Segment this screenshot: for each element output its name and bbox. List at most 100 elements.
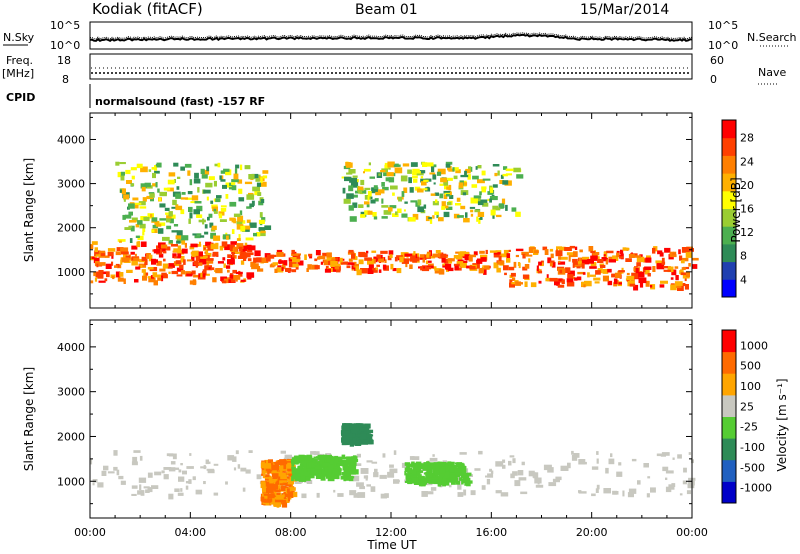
data-cell	[117, 277, 124, 282]
data-cell	[180, 488, 183, 492]
data-cell	[426, 469, 432, 473]
data-cell	[413, 251, 416, 256]
data-cell	[589, 274, 596, 277]
data-cell	[247, 276, 252, 280]
data-cell	[387, 471, 395, 478]
data-cell	[495, 207, 501, 211]
data-cell	[657, 250, 663, 255]
data-cell	[350, 181, 359, 188]
data-cell	[315, 466, 323, 470]
data-cell	[353, 493, 360, 498]
data-cell	[229, 273, 233, 276]
data-cell	[342, 430, 350, 436]
velocity-colorbar: 1000 500 100 25 -25 -100 -500 -1000	[721, 329, 772, 504]
data-cell	[450, 466, 455, 469]
data-cell	[246, 248, 253, 253]
data-cell	[650, 284, 656, 290]
data-cell	[94, 250, 101, 256]
data-cell	[578, 459, 586, 465]
data-cell	[404, 201, 408, 204]
data-cell	[489, 198, 492, 203]
data-cell	[203, 465, 206, 470]
data-cell	[487, 191, 494, 195]
data-cell	[485, 475, 493, 478]
data-cell	[103, 465, 109, 471]
data-cell	[579, 249, 583, 253]
data-cell	[180, 209, 185, 215]
data-cell	[480, 257, 487, 262]
data-cell	[593, 277, 601, 281]
data-cell	[512, 471, 518, 476]
data-cell	[446, 194, 452, 197]
data-cell	[430, 193, 436, 196]
data-cell	[353, 256, 358, 261]
data-cell	[313, 463, 318, 466]
data-cell	[285, 493, 289, 498]
data-cell	[413, 465, 421, 471]
data-cell	[682, 480, 688, 485]
data-cell	[430, 487, 437, 491]
data-cell	[688, 480, 695, 486]
data-cell	[282, 261, 287, 264]
data-cell	[298, 455, 305, 462]
data-cell	[533, 250, 539, 254]
data-cell	[394, 256, 398, 262]
data-cell	[262, 175, 268, 179]
data-cell	[92, 482, 95, 486]
colorbar-tick-label: 12	[740, 226, 754, 239]
data-cell	[358, 190, 363, 194]
data-cell	[457, 467, 465, 474]
data-cell	[171, 206, 176, 209]
data-cell	[449, 467, 455, 473]
data-cell	[230, 247, 233, 252]
data-cell	[353, 455, 357, 459]
data-cell	[432, 174, 437, 180]
data-cell	[364, 257, 372, 261]
data-cell	[151, 258, 156, 265]
data-cell	[100, 271, 108, 275]
data-cell	[494, 172, 498, 177]
data-cell	[121, 188, 126, 195]
data-cell	[179, 264, 184, 269]
data-cell	[186, 466, 194, 469]
data-cell	[420, 170, 426, 174]
data-cell	[458, 182, 464, 188]
data-cell	[323, 259, 329, 266]
data-cell	[558, 260, 561, 263]
data-cell	[236, 224, 244, 230]
data-cell	[467, 174, 471, 180]
data-cell	[656, 453, 662, 457]
data-cell	[160, 244, 168, 249]
data-cell	[213, 208, 217, 213]
data-cell	[506, 258, 511, 263]
data-cell	[389, 254, 393, 258]
data-cell	[265, 501, 270, 506]
data-cell	[214, 163, 219, 167]
data-cell	[443, 180, 449, 186]
data-cell	[560, 465, 569, 471]
data-cell	[341, 261, 348, 265]
data-cell	[132, 456, 138, 462]
data-cell	[257, 192, 262, 196]
colorbar-tick-label: 16	[740, 203, 754, 216]
data-cell	[341, 428, 345, 433]
data-cell	[367, 268, 374, 274]
data-cell	[280, 486, 287, 491]
data-cell	[307, 264, 312, 270]
data-cell	[462, 479, 468, 483]
data-cell	[128, 203, 135, 209]
data-cell	[348, 249, 354, 253]
data-cell	[263, 471, 266, 476]
data-cell	[464, 254, 471, 260]
data-cell	[367, 259, 374, 265]
data-cell	[322, 466, 327, 471]
data-cell	[493, 252, 501, 255]
data-cell	[220, 170, 229, 174]
data-cell	[152, 224, 159, 229]
data-cell	[172, 253, 177, 259]
data-cell	[181, 239, 186, 245]
data-cell	[353, 434, 362, 437]
data-cell	[226, 235, 229, 240]
data-cell	[243, 225, 251, 230]
data-cell	[162, 251, 167, 254]
